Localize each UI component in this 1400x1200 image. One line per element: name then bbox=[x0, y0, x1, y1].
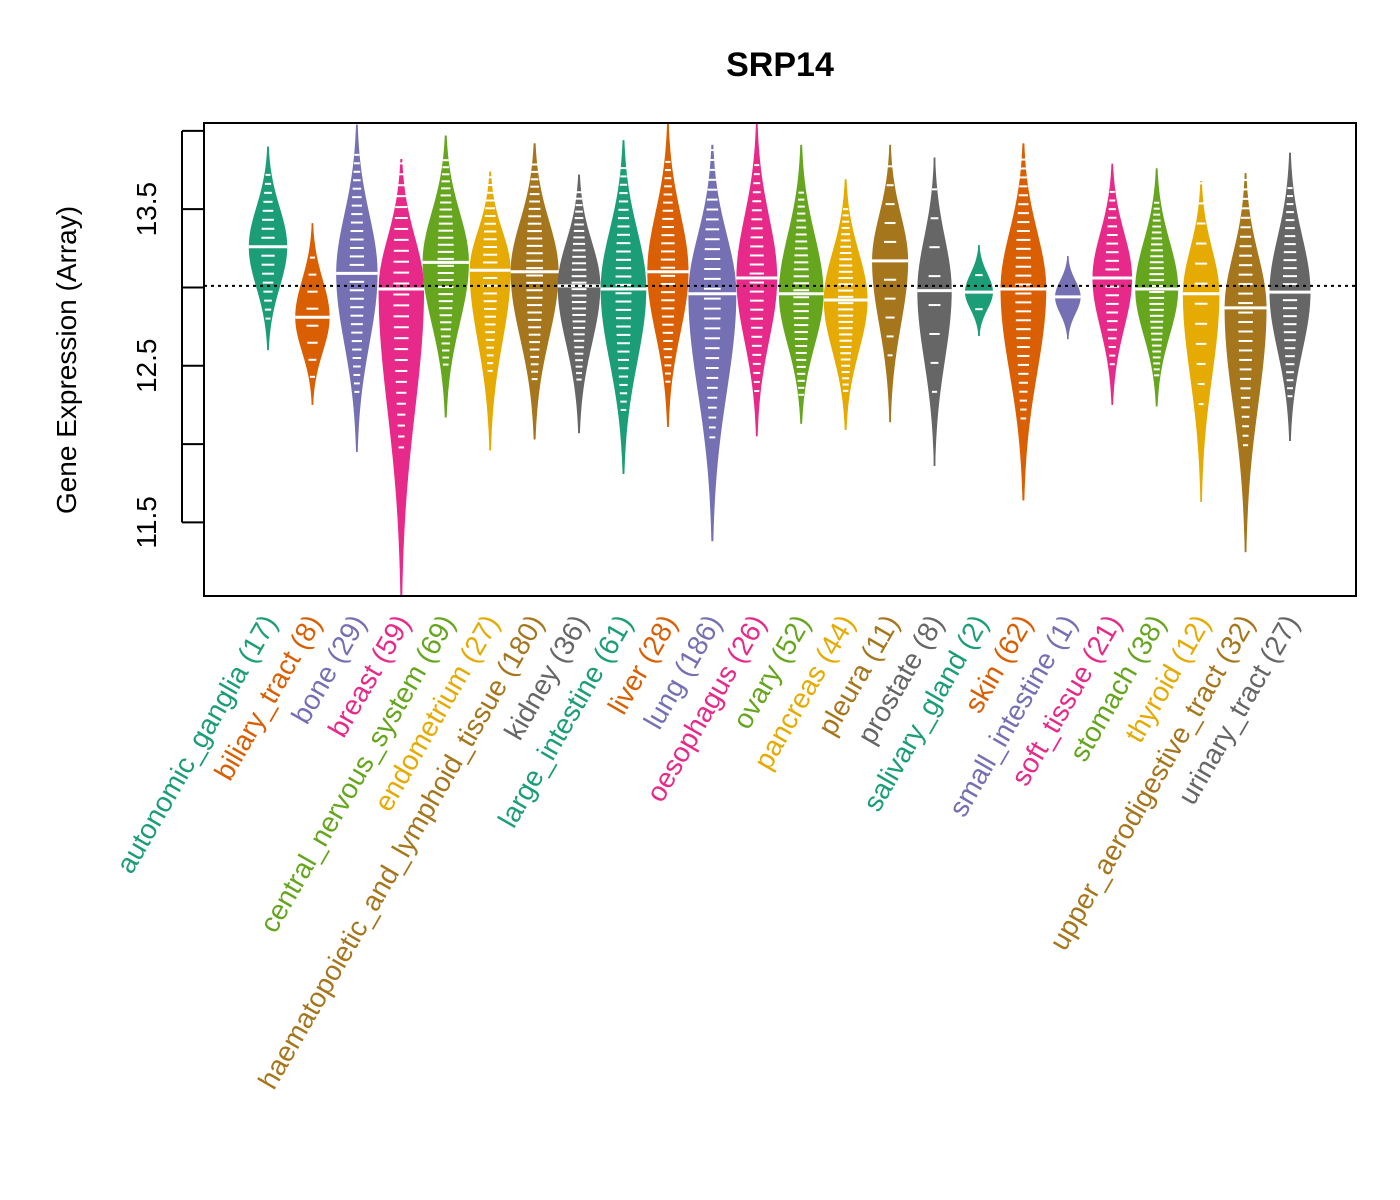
violin-body bbox=[1000, 143, 1047, 501]
violin-body bbox=[917, 157, 952, 467]
violin-central_nervous_system bbox=[422, 135, 469, 418]
violin-lung bbox=[688, 144, 737, 542]
violin-body bbox=[557, 174, 601, 434]
violin-oesophagus bbox=[736, 123, 778, 437]
violin-bone bbox=[336, 124, 378, 452]
y-tick-label: 13.5 bbox=[131, 182, 162, 237]
violin-soft_tissue bbox=[1092, 163, 1133, 405]
violin-small_intestine bbox=[1055, 256, 1081, 340]
x-axis-labels: autonomic_ganglia (17)biliary_tract (8)b… bbox=[110, 610, 1305, 1095]
violin-prostate bbox=[917, 157, 952, 467]
violin-kidney bbox=[557, 174, 601, 434]
violin-pleura bbox=[872, 144, 909, 423]
y-tick-label: 12.5 bbox=[131, 339, 162, 394]
y-axis-label: Gene Expression (Array) bbox=[51, 206, 82, 514]
violin-body bbox=[469, 171, 511, 451]
violin-stomach bbox=[1135, 168, 1179, 407]
violin-salivary_gland bbox=[964, 245, 993, 337]
violin-body bbox=[422, 135, 469, 418]
violin-body bbox=[295, 223, 330, 405]
violin-autonomic_ganglia bbox=[248, 146, 288, 351]
chart-title: SRP14 bbox=[726, 46, 834, 84]
violin-ovary bbox=[778, 144, 824, 424]
violin-biliary_tract bbox=[295, 223, 330, 405]
violin-body bbox=[688, 144, 737, 542]
violin-body bbox=[1092, 163, 1133, 405]
violins bbox=[248, 123, 1311, 596]
plot-frame bbox=[203, 122, 1357, 597]
violin-skin bbox=[1000, 143, 1047, 501]
violin-body bbox=[248, 146, 288, 351]
violin-breast bbox=[378, 129, 425, 596]
violin-liver bbox=[647, 123, 689, 427]
violin-body bbox=[778, 144, 824, 424]
violin-body bbox=[1182, 180, 1220, 503]
violin-endometrium bbox=[469, 168, 511, 451]
violin-large_intestine bbox=[600, 140, 647, 474]
violin-haematopoietic_and_lymphoid_tissue bbox=[510, 143, 559, 440]
violin-body bbox=[1269, 152, 1311, 441]
violin-body bbox=[736, 123, 778, 437]
violin-body bbox=[1135, 168, 1179, 407]
y-axis: 11.5 12.5 13.5 bbox=[131, 129, 204, 549]
y-tick-label: 11.5 bbox=[131, 496, 162, 548]
violin-body bbox=[1224, 173, 1267, 553]
violin-urinary_tract bbox=[1269, 152, 1311, 441]
violin-body bbox=[872, 144, 909, 423]
violin-upper_aerodigestive_tract bbox=[1224, 169, 1267, 553]
violin-pancreas bbox=[823, 179, 868, 430]
violin-body bbox=[510, 143, 559, 440]
violin-thyroid bbox=[1182, 180, 1220, 503]
violin-body bbox=[378, 159, 425, 596]
violin-body bbox=[823, 179, 868, 430]
violin-body bbox=[964, 245, 993, 337]
violin-body bbox=[600, 140, 647, 474]
violin-body bbox=[336, 124, 378, 452]
